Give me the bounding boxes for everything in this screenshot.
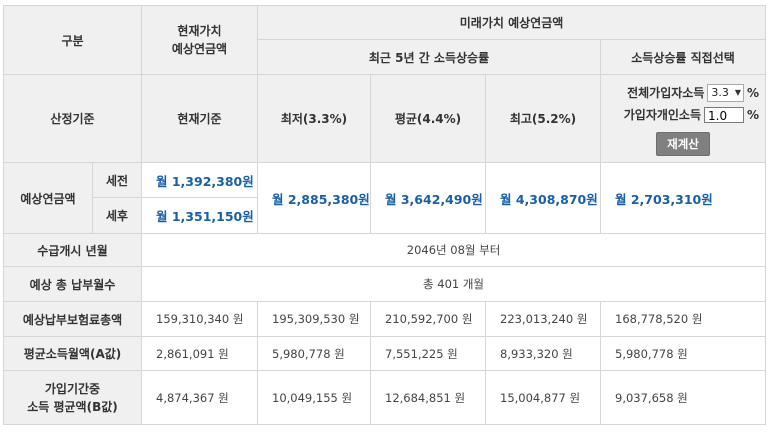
basis-low: 최저(3.3%) (257, 74, 371, 163)
avg-income-low: 5,980,778 원 (257, 336, 371, 371)
basis-avg: 평균(4.4%) (370, 74, 486, 163)
total-premium-low: 195,309,530 원 (257, 301, 371, 337)
high-pension-value: 월 4,308,870원 (485, 162, 601, 234)
chevron-down-icon: ▼ (734, 88, 742, 97)
start-date-label: 수급개시 년월 (3, 233, 142, 267)
b-value-avg: 12,684,851 원 (370, 370, 486, 425)
pct-symbol: % (747, 107, 760, 122)
recalculate-button[interactable]: 재계산 (656, 131, 710, 156)
basis-label: 산정기준 (3, 74, 142, 163)
b-value-low: 10,049,155 원 (257, 370, 371, 425)
posttax-label: 세후 (92, 197, 142, 234)
total-premium-avg: 210,592,700 원 (370, 301, 486, 337)
b-value-present: 4,874,367 원 (141, 370, 258, 425)
payment-months-value: 총 401 개월 (140, 266, 767, 302)
future-value-header: 미래가치 예상연금액 (256, 5, 767, 40)
pension-label: 예상연금액 (3, 162, 93, 234)
direct-select-header: 소득상승률 직접선택 (599, 39, 767, 75)
b-value-label: 가입기간중 소득 평균액(B값) (3, 370, 142, 425)
pension-estimate-table: 구분 현재가치 예상연금액 미래가치 예상연금액 최근 5년 간 소득상승률 소… (3, 5, 767, 425)
present-pretax-value: 월 1,392,380원 (141, 162, 258, 198)
recent-5yr-header: 최근 5년 간 소득상승률 (257, 39, 601, 75)
pretax-label: 세전 (92, 162, 142, 198)
direct-pension-value: 월 2,703,310원 (599, 162, 767, 234)
avg-income-avg: 7,551,225 원 (370, 336, 486, 371)
avg-income-a-label: 평균소득월액(A값) (3, 336, 142, 371)
category-header: 구분 (3, 5, 142, 75)
all-income-label: 전체가입자소득 (627, 86, 705, 100)
present-posttax-value: 월 1,351,150원 (141, 197, 258, 234)
pct-symbol: % (747, 85, 760, 100)
all-income-select[interactable]: 3.3 ▼ (707, 83, 745, 102)
avg-pension-value: 월 3,642,490원 (370, 162, 486, 234)
avg-income-direct: 5,980,778 원 (599, 336, 767, 371)
total-premium-present: 159,310,340 원 (141, 301, 258, 337)
personal-income-label: 가입자개인소득 (623, 108, 702, 122)
avg-income-present: 2,861,091 원 (141, 336, 258, 371)
b-value-direct: 9,037,658 원 (599, 370, 767, 425)
start-date-value: 2046년 08월 부터 (140, 233, 767, 267)
basis-present: 현재기준 (141, 74, 258, 163)
all-income-select-value: 3.3 (711, 86, 729, 99)
b-value-high: 15,004,877 원 (485, 370, 601, 425)
present-value-header: 현재가치 예상연금액 (141, 5, 258, 75)
avg-income-high: 8,933,320 원 (485, 336, 601, 371)
low-pension-value: 월 2,885,380원 (257, 162, 371, 234)
total-premium-high: 223,013,240 원 (485, 301, 601, 337)
payment-months-label: 예상 총 납부월수 (3, 266, 142, 302)
total-premium-direct: 168,778,520 원 (599, 301, 767, 337)
direct-select-controls: 전체가입자소득 3.3 ▼ % 가입자개인소득 1.0 % 재계산 (599, 74, 767, 163)
basis-high: 최고(5.2%) (485, 74, 601, 163)
personal-income-input[interactable]: 1.0 (704, 106, 745, 123)
total-premium-label: 예상납부보험료총액 (3, 301, 142, 337)
